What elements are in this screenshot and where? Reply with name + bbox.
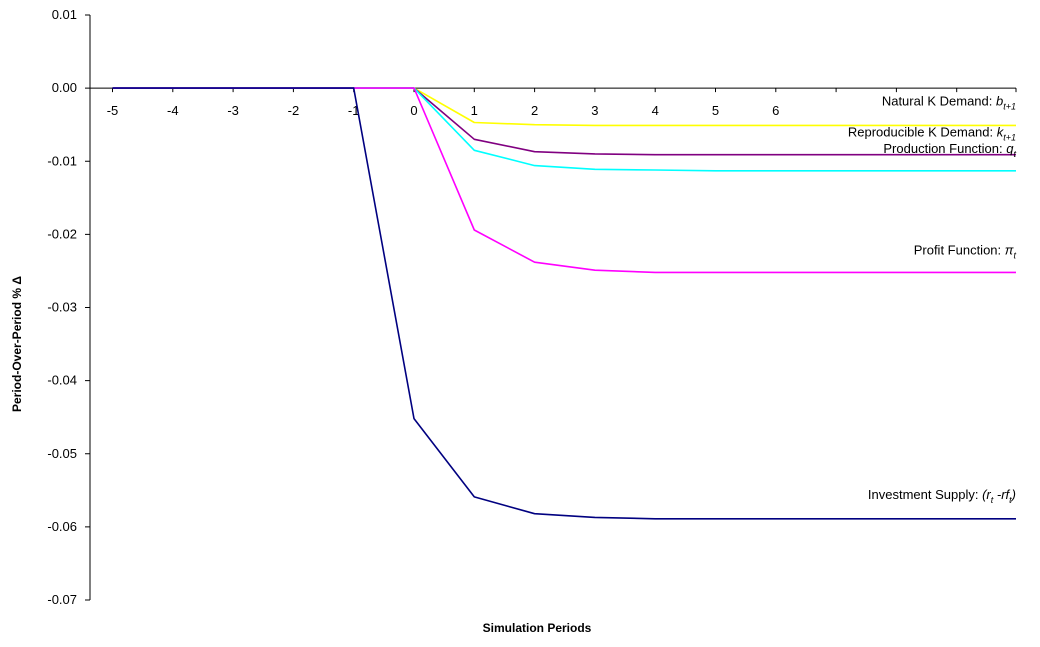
series-label-text: Natural K Demand:	[882, 93, 996, 108]
series-label-sub: t	[991, 495, 994, 505]
x-axis-title: Simulation Periods	[483, 621, 592, 635]
x-tick-label: -4	[167, 103, 179, 118]
series-label-text: Production Function:	[883, 141, 1006, 156]
series-label-var: q	[1006, 141, 1014, 156]
series-label-2: Reproducible K Demand: kt+1	[848, 125, 1016, 143]
series-label-var: b	[996, 93, 1003, 108]
series-label-text: Reproducible K Demand:	[848, 125, 997, 140]
series-line-1	[112, 87, 1016, 127]
y-tick-label: 0.00	[52, 80, 77, 95]
x-tick-label: -2	[288, 103, 300, 118]
series-label-sub: t+1	[1003, 101, 1016, 111]
y-tick-label: -0.05	[47, 446, 77, 461]
series-label-sub: t+1	[1003, 133, 1016, 143]
series-label-sub: t	[1009, 495, 1012, 505]
series-label-sub: t	[1013, 250, 1016, 260]
x-tick-label: 3	[591, 103, 598, 118]
x-tick-label: -3	[227, 103, 239, 118]
series-lines	[112, 87, 1016, 520]
y-tick-label: -0.07	[47, 592, 77, 607]
series-line-5	[112, 87, 1016, 520]
y-tick-label: 0.01	[52, 7, 77, 22]
series-label-var: π	[1005, 242, 1014, 257]
y-tick-label: -0.04	[47, 373, 77, 388]
series-label-3: Production Function: qt	[883, 141, 1016, 159]
x-tick-label: -1	[348, 103, 360, 118]
y-axis-title: Period-Over-Period % Δ	[10, 276, 24, 412]
series-label-text: Profit Function:	[914, 242, 1005, 257]
y-tick-label: -0.03	[47, 300, 77, 315]
series-label-4: Profit Function: πt	[914, 242, 1017, 260]
x-tick-label: -5	[107, 103, 119, 118]
x-tick-label: 0	[410, 103, 417, 118]
series-line-4	[112, 87, 1016, 274]
series-label-sub: t	[1013, 149, 1016, 159]
series-label-text: Investment Supply:	[868, 487, 982, 502]
axes: 0.01 0.00 -0.01 -0.02 -0.03 -0.04 -0.05 -0.06 -0…	[47, 7, 1017, 607]
series-label-var: (r	[982, 487, 991, 502]
series-label-end: )	[1010, 487, 1016, 502]
y-tick-label: -0.06	[47, 519, 77, 534]
series-label-var: -rf	[993, 487, 1010, 502]
x-tick-label: 6	[772, 103, 779, 118]
series-label-1: Natural K Demand: bt+1	[882, 93, 1016, 111]
y-tick-label: -0.02	[47, 226, 77, 241]
x-tick-label: 2	[531, 103, 538, 118]
series-label-var: k	[997, 125, 1005, 140]
y-tick-label: -0.01	[47, 153, 77, 168]
x-tick-label: 1	[471, 103, 478, 118]
series-label-5: Investment Supply: (rt -rft)	[868, 487, 1016, 505]
series-line-2	[112, 87, 1016, 156]
x-tick-label: 5	[712, 103, 719, 118]
x-tick-label: 4	[652, 103, 659, 118]
